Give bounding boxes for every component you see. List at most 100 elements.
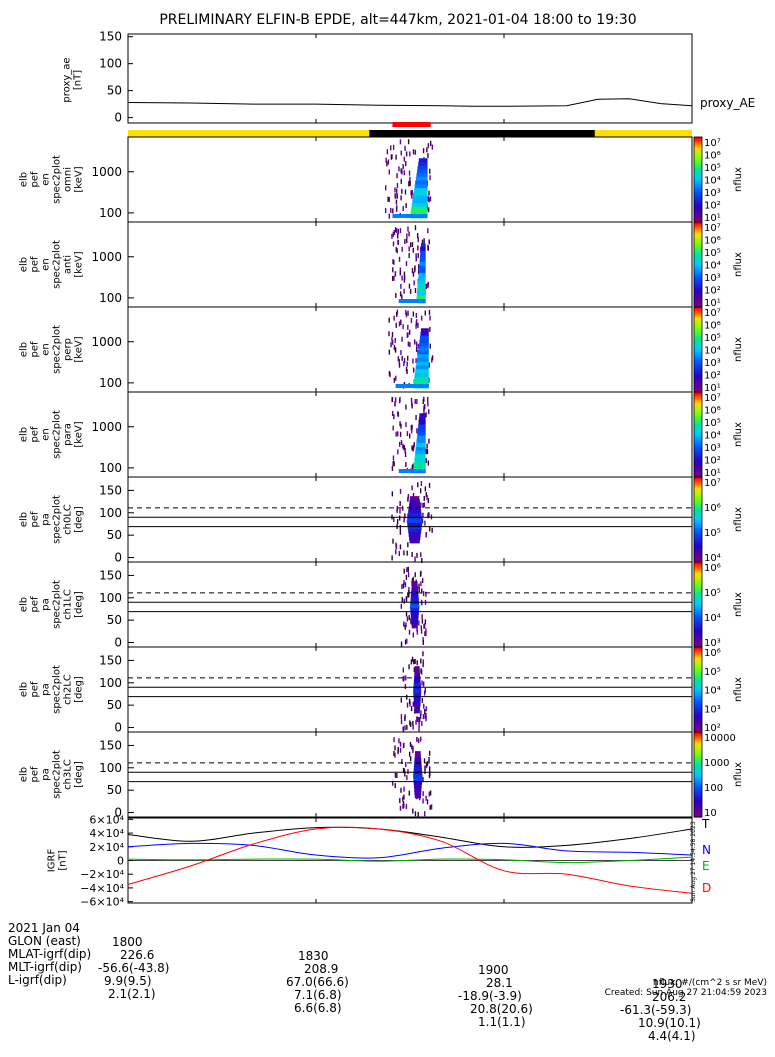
- footer-value: 10.9(10.1): [638, 1016, 701, 1030]
- colorbar-cell: [694, 266, 702, 270]
- footer-row-label: MLT-igrf(dip): [8, 960, 82, 974]
- spectrogram-pixel: [393, 461, 395, 467]
- y-axis-label-line: spec2plot: [52, 325, 63, 374]
- colorbar-cell: [694, 311, 702, 314]
- colorbar-cell: [694, 693, 702, 697]
- spectrogram-pixel: [390, 342, 392, 348]
- spectrogram-pixel: [424, 687, 427, 693]
- colorbar-cell: [694, 676, 702, 680]
- spectrogram-pixel: [416, 358, 429, 363]
- y-tick-label: 1000: [91, 335, 122, 349]
- spectrogram-pixel: [405, 422, 407, 428]
- y-tick-label: −2×10⁴: [80, 868, 124, 881]
- colorbar-cell: [694, 355, 702, 359]
- spectrogram-pixel: [408, 170, 411, 176]
- y-axis-label-line: [nT]: [73, 70, 84, 90]
- colorbar-cell: [694, 494, 702, 497]
- spectrogram-pixel: [403, 170, 405, 176]
- colorbar-cell: [694, 392, 702, 395]
- spectrogram-pixel: [400, 787, 402, 793]
- colorbar: 10⁶ 10⁵ 10⁴ 10³ 10² nflux: [693, 646, 744, 734]
- spectrogram-pixel: [418, 346, 429, 352]
- spectrogram-pixel: [394, 772, 397, 778]
- spectrogram-pixel: [415, 719, 417, 725]
- colorbar-cell: [694, 551, 702, 555]
- colorbar-cell: [694, 806, 702, 810]
- spectrogram-pixel: [399, 508, 401, 514]
- colorbar-cell: [694, 419, 702, 423]
- colorbar-cell: [694, 802, 702, 805]
- spectrogram-pixel: [427, 281, 429, 287]
- colorbar-cell: [694, 715, 702, 718]
- spectrogram-pixel: [408, 506, 421, 510]
- spectrogram-pixel: [410, 604, 420, 609]
- spectrogram-pixel: [397, 233, 399, 239]
- spectrogram-pixel: [424, 709, 426, 715]
- spectrogram-pixel: [411, 584, 418, 589]
- spectrogram-pixel: [393, 516, 395, 522]
- colorbar-cell: [694, 755, 702, 759]
- colorbar-cell: [694, 687, 702, 691]
- spectrogram-pixel: [421, 697, 424, 703]
- colorbar-cell: [694, 814, 702, 818]
- spectrogram-pixel: [412, 247, 414, 253]
- spectrogram-pixel: [406, 233, 408, 239]
- spectrogram-pixel: [425, 763, 428, 769]
- spectrogram-pixel: [410, 425, 413, 431]
- colorbar-cell: [694, 532, 702, 535]
- colorbar-cell: [694, 670, 702, 674]
- spectrogram-pixel: [393, 737, 395, 743]
- spectrogram-pixel: [414, 184, 428, 189]
- colorbar-cell: [694, 160, 702, 164]
- colorbar-cell: [694, 156, 702, 159]
- spectrogram-pixel: [410, 607, 420, 612]
- colorbar-cell: [694, 528, 702, 531]
- spectrogram-pixel: [413, 767, 422, 772]
- colorbar-cell: [694, 232, 702, 236]
- colorbar-tick-label: 10000: [704, 733, 736, 744]
- y-axis-label-line: omni: [63, 167, 74, 192]
- spectrogram-pixel: [399, 741, 402, 747]
- spectrogram-pixel: [404, 239, 406, 245]
- colorbar-cell: [694, 279, 702, 283]
- spectrogram-pixel: [400, 641, 403, 647]
- spectrogram-pixel: [391, 491, 394, 497]
- colorbar-cell: [694, 517, 702, 521]
- spectrogram-pixel: [426, 449, 429, 455]
- spectrogram-pixel: [408, 283, 411, 289]
- spectrogram-pixel: [427, 196, 429, 202]
- igrf-series-T: [127, 826, 693, 848]
- spectrogram-pixel: [427, 513, 429, 519]
- y-tick-label: 100: [99, 506, 122, 520]
- colorbar-cell: [694, 389, 702, 393]
- colorbar-cell: [694, 768, 702, 771]
- y-axis-label-line: pef: [30, 341, 41, 358]
- spectrogram-pixel: [422, 148, 425, 154]
- footer-value: 1.1(1.1): [478, 1015, 526, 1029]
- colorbar-cell: [694, 566, 702, 569]
- spectrogram-pixel: [410, 659, 413, 665]
- y-tick-label: 150: [99, 483, 122, 497]
- colorbar-cell: [694, 757, 702, 761]
- colorbar-cell: [694, 649, 702, 652]
- spectrogram-pixel: [426, 799, 429, 805]
- colorbar-cell: [694, 426, 702, 429]
- spectrogram-pixel: [417, 354, 429, 359]
- colorbar-cell: [694, 630, 702, 633]
- colorbar-cell: [694, 360, 702, 363]
- y-axis-label-line: pef: [30, 171, 41, 188]
- spectrogram-pixel: [415, 369, 429, 374]
- y-tick-label: 100: [99, 57, 122, 71]
- spectrogram-pixel: [419, 265, 426, 270]
- colorbar-cell: [694, 702, 702, 705]
- spectrogram-pixel: [390, 154, 393, 160]
- spectrogram-pixel: [403, 786, 405, 792]
- spectrogram-pixel: [423, 690, 426, 696]
- colorbar-tick-label: 10⁵: [704, 588, 721, 599]
- spectrogram-pixel: [403, 802, 405, 808]
- colorbar-tick-label: 100: [704, 783, 723, 794]
- spectrogram-pixel: [394, 401, 396, 407]
- spectrogram-pixel: [411, 403, 413, 409]
- spectrogram-pixel: [396, 188, 398, 194]
